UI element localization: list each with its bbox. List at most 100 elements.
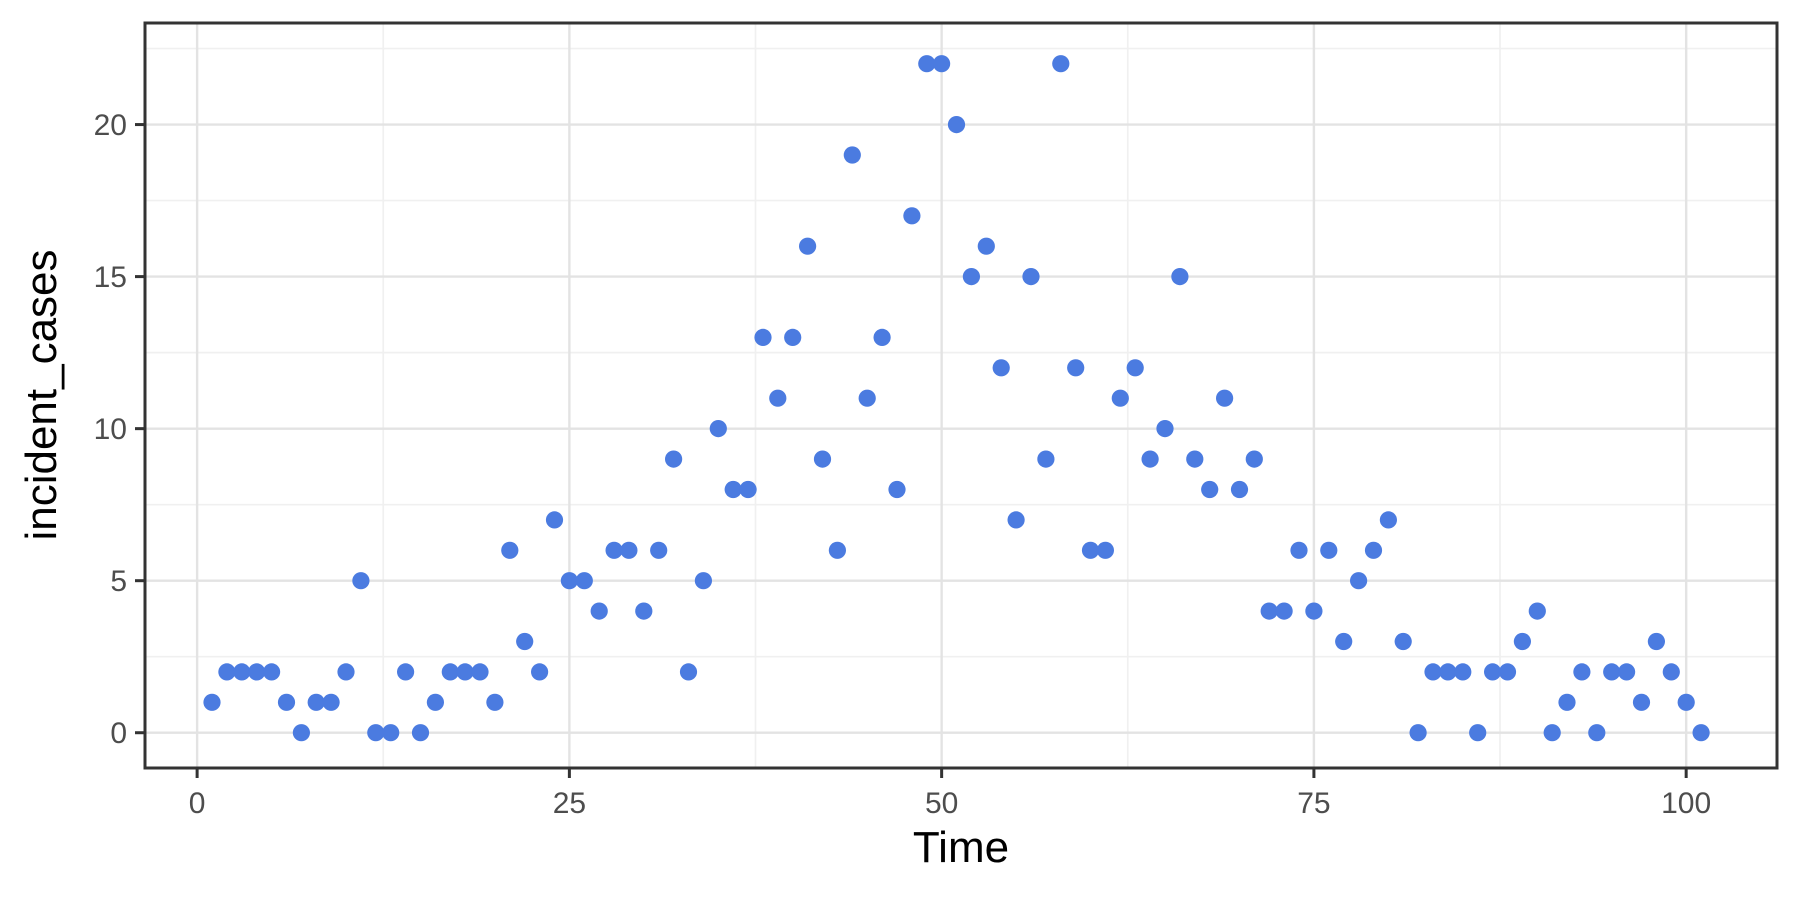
data-point (307, 693, 325, 711)
data-point (1424, 663, 1442, 681)
data-point (947, 116, 966, 134)
data-point (203, 693, 221, 711)
data-point (724, 480, 742, 499)
data-point (1037, 450, 1055, 468)
data-point (1618, 663, 1636, 681)
data-point (1156, 420, 1174, 438)
data-point (739, 480, 757, 499)
data-point (635, 602, 653, 620)
data-point (1335, 632, 1353, 651)
data-point (1216, 389, 1234, 407)
data-point (545, 511, 564, 529)
gridlines-major (145, 23, 1777, 768)
data-point (1320, 541, 1338, 559)
data-point (1454, 663, 1472, 681)
data-point (784, 328, 802, 346)
data-point (1305, 602, 1323, 620)
data-point (1007, 511, 1025, 529)
data-point (263, 663, 281, 681)
data-point (456, 663, 474, 681)
data-point (1126, 359, 1144, 377)
data-point (799, 237, 817, 255)
data-point (754, 328, 772, 346)
x-tick-label: 75 (1297, 787, 1330, 820)
data-point (977, 237, 995, 255)
data-point (858, 389, 876, 407)
data-point (397, 663, 415, 681)
data-point (1558, 693, 1576, 711)
x-tick-label: 0 (189, 787, 206, 820)
data-point (1022, 268, 1040, 286)
data-point (888, 480, 906, 499)
x-tick-label: 25 (553, 787, 586, 820)
data-point (426, 693, 444, 711)
data-point (1647, 632, 1665, 651)
data-point (1260, 602, 1278, 620)
data-point (441, 663, 459, 681)
data-point (813, 450, 832, 468)
data-point (1632, 693, 1651, 711)
data-point (1111, 389, 1129, 407)
data-point (918, 55, 936, 73)
data-point (620, 541, 638, 559)
data-point (501, 541, 519, 559)
data-point (531, 663, 549, 681)
data-point (277, 693, 296, 711)
y-tick-label: 20 (94, 109, 127, 142)
data-point (1528, 602, 1546, 620)
data-point (665, 450, 683, 468)
y-axis-title: incident_cases (17, 249, 66, 541)
data-point (218, 663, 236, 681)
data-point (560, 572, 579, 590)
data-point (382, 724, 400, 742)
data-point (1141, 450, 1159, 468)
axis-ticks (135, 123, 1688, 778)
x-tick-label: 50 (925, 787, 958, 820)
data-point (1409, 724, 1427, 742)
data-point (903, 207, 921, 225)
data-point (590, 602, 608, 620)
data-point (1498, 663, 1517, 681)
data-point (1230, 480, 1249, 499)
data-point (1394, 632, 1412, 651)
panel-border (143, 21, 1779, 770)
data-point (1245, 450, 1263, 468)
data-point (605, 541, 623, 559)
data-point (873, 328, 891, 346)
data-point (1677, 693, 1695, 711)
data-point (575, 572, 593, 590)
gridlines-minor (145, 23, 1777, 768)
data-point (1469, 724, 1487, 742)
data-point (352, 572, 370, 590)
data-point (1543, 724, 1561, 742)
data-point (709, 420, 727, 438)
data-point (1350, 572, 1368, 590)
data-point (411, 724, 430, 742)
data-point (1588, 724, 1606, 742)
y-tick-label: 0 (110, 717, 127, 750)
data-point (1081, 541, 1100, 559)
data-point (992, 359, 1010, 377)
data-point (1364, 541, 1383, 559)
data-point (367, 724, 385, 742)
data-point (1275, 602, 1293, 620)
data-point (1171, 268, 1189, 286)
data-point (233, 663, 251, 681)
data-point (1484, 663, 1502, 681)
data-point (1052, 55, 1070, 73)
data-point (1067, 359, 1085, 377)
data-point (650, 541, 668, 559)
data-point (1186, 450, 1204, 468)
y-tick-label: 15 (94, 261, 127, 294)
x-axis-title: Time (912, 823, 1010, 872)
data-point (1290, 541, 1308, 559)
data-point (1692, 724, 1710, 742)
data-point (962, 268, 981, 286)
data-point (1573, 663, 1591, 681)
data-point (679, 663, 698, 681)
data-point (292, 724, 310, 742)
data-point (322, 693, 340, 711)
data-points (203, 55, 1710, 742)
